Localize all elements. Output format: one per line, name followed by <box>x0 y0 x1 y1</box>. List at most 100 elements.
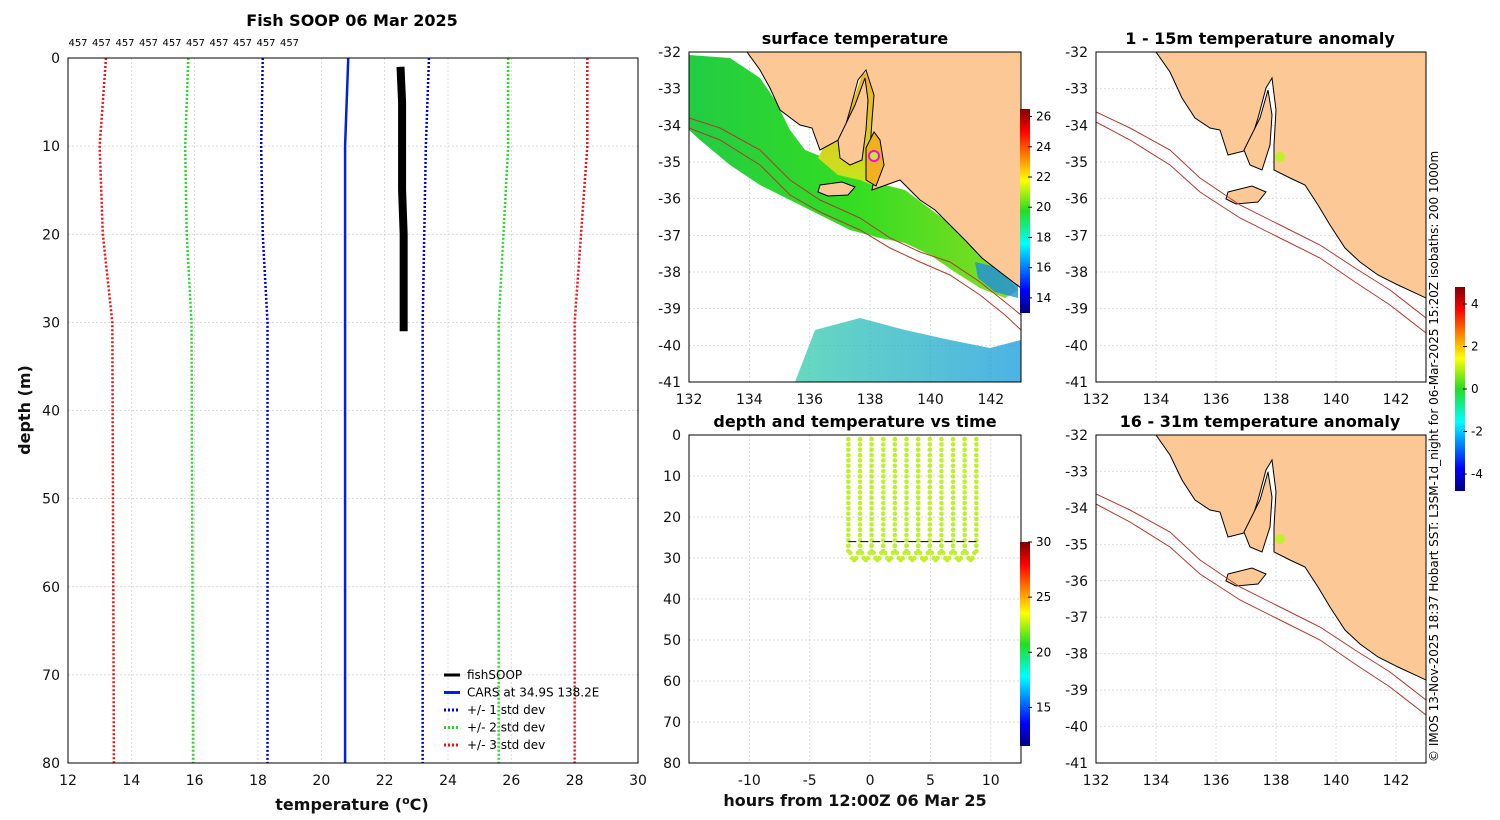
sst-colorbar-tick: 20 <box>1036 200 1051 214</box>
sst-ytick: -38 <box>658 265 681 281</box>
legend-entry: fishSOOP <box>467 668 522 682</box>
sst-xtick: 138 <box>857 392 884 408</box>
std3-upper-line <box>573 58 589 763</box>
depthtime-colorbar-tick: 20 <box>1036 645 1051 659</box>
depthtime-point <box>857 463 863 469</box>
anomaly1-ytick: -35 <box>1065 155 1088 171</box>
sst-xtick: 142 <box>977 392 1004 408</box>
depthtime-point <box>869 516 874 522</box>
anomaly2-ytick: -38 <box>1065 647 1088 663</box>
depthtime-point <box>915 463 921 469</box>
profile-ylabel: depth (m) <box>15 365 34 455</box>
depthtime-point <box>880 506 886 511</box>
depthtime-point <box>904 495 909 501</box>
depthtime-point <box>927 522 933 527</box>
depthtime-point <box>974 500 979 506</box>
depthtime-point <box>970 555 975 561</box>
depthtime-point <box>974 495 979 501</box>
std2-upper-line <box>497 58 510 763</box>
depthtime-point <box>857 516 863 522</box>
profile-xtick: 16 <box>186 773 204 789</box>
depthtime-point <box>974 484 979 490</box>
depthtime-point <box>892 436 898 442</box>
sst-isobath-200m <box>689 117 1021 316</box>
depthtime-point <box>950 516 956 522</box>
depthtime-point <box>962 500 967 506</box>
depthtime-point <box>892 490 898 495</box>
depthtime-point <box>939 452 944 458</box>
sst-colorbar-tick: 22 <box>1036 170 1051 184</box>
depthtime-point <box>939 527 944 533</box>
depthtime-point <box>927 516 933 522</box>
depthtime-xtick: -5 <box>803 773 817 789</box>
depthtime-point <box>904 511 909 517</box>
sst-ytick: -40 <box>658 338 681 354</box>
depthtime-point <box>939 484 944 490</box>
depthtime-point <box>974 522 979 527</box>
sst-deep-water-blue <box>975 262 1018 298</box>
depthtime-point <box>871 550 876 556</box>
depthtime-point <box>857 447 863 453</box>
depthtime-point <box>892 474 898 479</box>
anomaly2-xtick: 142 <box>1383 773 1410 789</box>
depthtime-colorbar <box>1020 542 1030 746</box>
depthtime-point <box>939 436 944 442</box>
depthtime-point <box>962 436 967 442</box>
depthtime-point <box>950 511 956 517</box>
depthtime-point <box>950 543 956 548</box>
depthtime-point <box>904 474 909 479</box>
depthtime-point <box>892 463 898 469</box>
depthtime-point <box>974 474 979 479</box>
profile-count-label: 457 <box>139 38 158 49</box>
depthtime-point <box>927 532 933 538</box>
anomaly2-ytick: -36 <box>1065 574 1088 590</box>
anomaly1-ytick: -33 <box>1065 82 1088 98</box>
sst-colorbar-tick: 18 <box>1036 230 1051 244</box>
profile-xtick: 24 <box>439 773 457 789</box>
sst-colorbar-tick: 16 <box>1036 261 1051 275</box>
sst-ytick: -41 <box>658 375 681 391</box>
depthtime-point <box>950 468 956 474</box>
depthtime-point <box>974 511 979 517</box>
depthtime-point <box>846 468 851 474</box>
profile-xtick: 28 <box>566 773 584 789</box>
depthtime-point <box>941 550 946 556</box>
depthtime-point <box>869 490 874 495</box>
profile-xtick: 26 <box>502 773 520 789</box>
depthtime-point <box>846 442 851 447</box>
depthtime-point <box>880 532 886 538</box>
anomaly2-ytick: -34 <box>1065 501 1088 517</box>
depthtime-point <box>880 463 886 469</box>
depthtime-point <box>869 495 874 501</box>
legend-entry: CARS at 34.9S 138.2E <box>467 686 599 700</box>
anomaly1-ytick: -41 <box>1065 375 1088 391</box>
profile-ytick: 40 <box>42 404 60 420</box>
depthtime-point <box>906 550 911 556</box>
depthtime-point <box>962 442 967 447</box>
depthtime-point <box>857 490 863 495</box>
depthtime-point <box>857 458 863 463</box>
anomaly2-ytick: -35 <box>1065 537 1088 553</box>
profile-ytick: 20 <box>42 227 60 243</box>
std3-lower-line <box>98 57 116 764</box>
depthtime-point <box>939 500 944 506</box>
depthtime-point <box>892 543 898 548</box>
depthtime-point <box>946 555 952 561</box>
std2-lower-line <box>183 57 195 764</box>
anomaly1-xtick: 132 <box>1083 392 1110 408</box>
depthtime-point <box>958 555 964 561</box>
depthtime-point <box>869 511 874 517</box>
depthtime-point <box>892 452 898 458</box>
anomaly1-ytick: -40 <box>1065 338 1088 354</box>
depthtime-point <box>846 474 851 479</box>
depthtime-point <box>927 538 933 543</box>
profile-ytick: 70 <box>42 668 60 684</box>
depthtime-point <box>857 543 863 548</box>
depthtime-ytick: 0 <box>672 428 681 444</box>
depthtime-point <box>950 506 956 511</box>
depthtime-point <box>904 527 909 533</box>
depthtime-point <box>853 555 859 561</box>
depthtime-ytick: 50 <box>663 633 681 649</box>
depthtime-point <box>950 452 956 458</box>
